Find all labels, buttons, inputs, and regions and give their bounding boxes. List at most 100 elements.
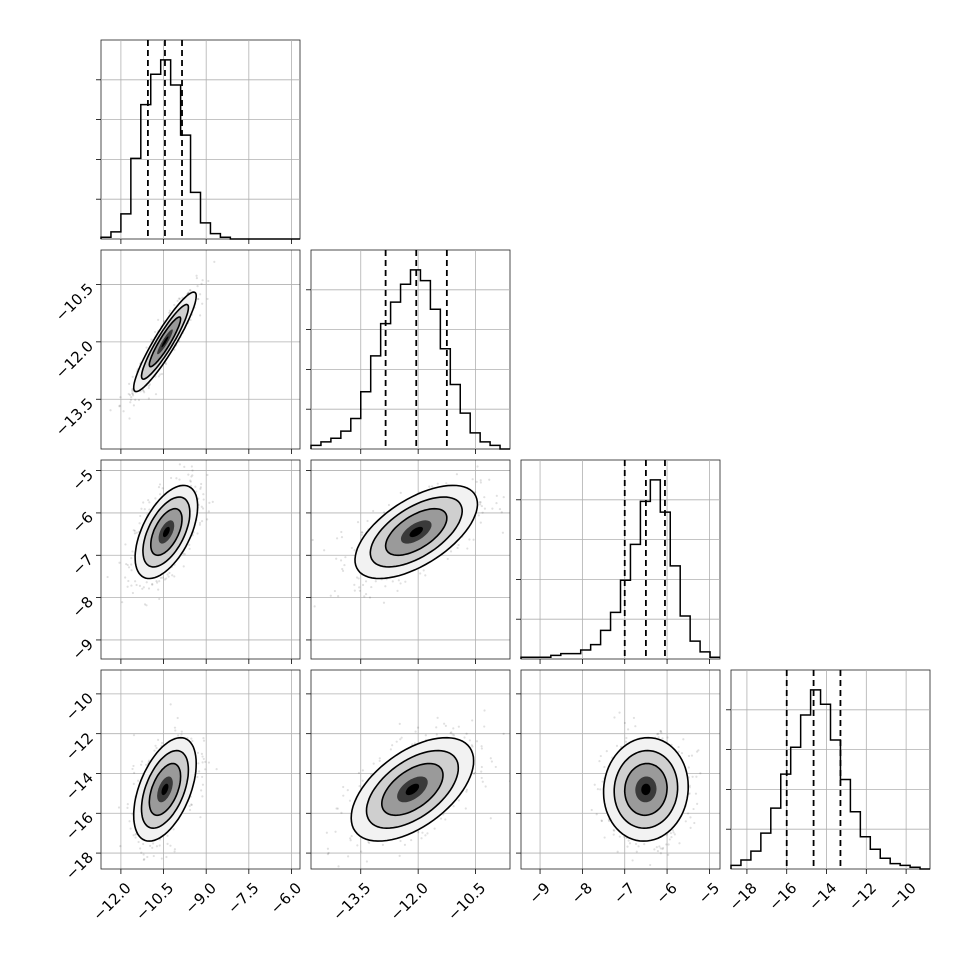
scatter-point — [341, 567, 344, 571]
scatter-point — [147, 397, 150, 400]
scatter-point — [196, 775, 199, 779]
scatter-point — [618, 835, 621, 838]
scatter-point — [168, 571, 171, 574]
scatter-point — [613, 716, 616, 719]
x-tick-label: −18 — [726, 879, 761, 914]
histogram-step — [520, 479, 720, 659]
contour-line — [140, 749, 190, 830]
scatter-point — [147, 498, 150, 502]
scatter-point — [161, 576, 164, 579]
scatter-point — [132, 734, 136, 737]
scatter-point — [334, 830, 337, 833]
scatter-point — [129, 398, 133, 401]
scatter-point — [656, 849, 660, 853]
scatter-point — [340, 811, 343, 814]
scatter-point — [360, 850, 363, 853]
scatter-point — [311, 538, 314, 542]
scatter-point — [159, 373, 162, 376]
scatter-point — [436, 482, 439, 485]
scatter-point — [631, 859, 634, 862]
scatter-point — [397, 579, 400, 582]
scatter-point — [137, 840, 140, 844]
scatter-point — [140, 507, 143, 510]
scatter-point — [125, 562, 128, 566]
scatter-point — [134, 833, 137, 836]
scatter-point — [143, 508, 146, 511]
scatter-point — [678, 842, 681, 845]
x-tick-label: −12.0 — [387, 879, 432, 924]
scatter-point — [374, 580, 377, 583]
scatter-point — [468, 538, 471, 541]
scatter-point — [126, 806, 129, 810]
axis-frame — [520, 459, 721, 660]
density-peak — [161, 336, 169, 348]
pair-panel: −9 −8 −7 −6 −5 — [516, 669, 723, 907]
scatter-point — [200, 282, 203, 285]
scatter-point — [153, 330, 157, 334]
scatter-point — [133, 771, 136, 774]
scatter-point — [370, 585, 373, 589]
scatter-point — [605, 750, 608, 753]
scatter-point — [178, 463, 181, 466]
scatter-point — [356, 844, 359, 847]
scatter-point — [173, 303, 176, 307]
scatter-point — [383, 511, 386, 514]
scatter-point — [671, 829, 675, 832]
scatter-point — [157, 375, 161, 378]
scatter-point — [445, 482, 448, 485]
scatter-point — [357, 771, 361, 775]
contour-line — [380, 762, 444, 817]
scatter-point — [480, 770, 483, 773]
scatter-point — [625, 736, 628, 740]
scatter-point — [360, 533, 363, 536]
scatter-point — [207, 279, 210, 283]
scatter-point — [417, 831, 420, 834]
scatter-point — [189, 318, 192, 322]
x-tick-label: −6 — [652, 879, 680, 907]
scatter-point — [131, 392, 134, 395]
scatter-point — [134, 398, 137, 401]
scatter-point — [200, 752, 203, 755]
scatter-point — [378, 759, 381, 762]
scatter-point — [140, 760, 144, 763]
scatter-point — [471, 719, 474, 722]
axis-frame — [310, 459, 511, 660]
scatter-point — [134, 580, 137, 583]
scatter-point — [189, 480, 192, 483]
scatter-point — [391, 744, 394, 747]
density-peak — [162, 526, 170, 538]
scatter-point — [121, 601, 124, 604]
scatter-point — [145, 581, 148, 584]
scatter-point — [465, 788, 469, 791]
scatter-point — [661, 847, 664, 851]
y-tick-label: −7 — [69, 551, 97, 579]
contour-line — [140, 303, 190, 381]
scatter-point — [132, 782, 135, 786]
scatter-point — [475, 480, 478, 483]
scatter-point — [659, 730, 662, 733]
scatter-point — [199, 816, 202, 819]
scatter-point — [128, 820, 131, 823]
scatter-point — [479, 479, 482, 482]
scatter-point — [489, 757, 492, 760]
scatter-point — [472, 772, 475, 775]
scatter-point — [131, 388, 134, 391]
scatter-point — [118, 561, 121, 564]
scatter-point — [398, 722, 401, 725]
axis-frame — [730, 669, 931, 870]
panel-content — [311, 460, 505, 608]
scatter-point — [173, 575, 176, 578]
panel-content — [109, 260, 216, 420]
scatter-point — [443, 722, 446, 725]
scatter-point — [368, 596, 372, 599]
y-tick-label: −13.5 — [52, 395, 97, 440]
scatter-point — [655, 846, 658, 849]
scatter-point — [118, 405, 121, 408]
scatter-point — [132, 834, 135, 837]
scatter-point — [680, 752, 684, 755]
scatter-point — [344, 556, 347, 559]
scatter-point — [128, 417, 131, 420]
scatter-point — [657, 736, 660, 739]
scatter-point — [465, 732, 468, 735]
panel-content — [590, 711, 702, 867]
